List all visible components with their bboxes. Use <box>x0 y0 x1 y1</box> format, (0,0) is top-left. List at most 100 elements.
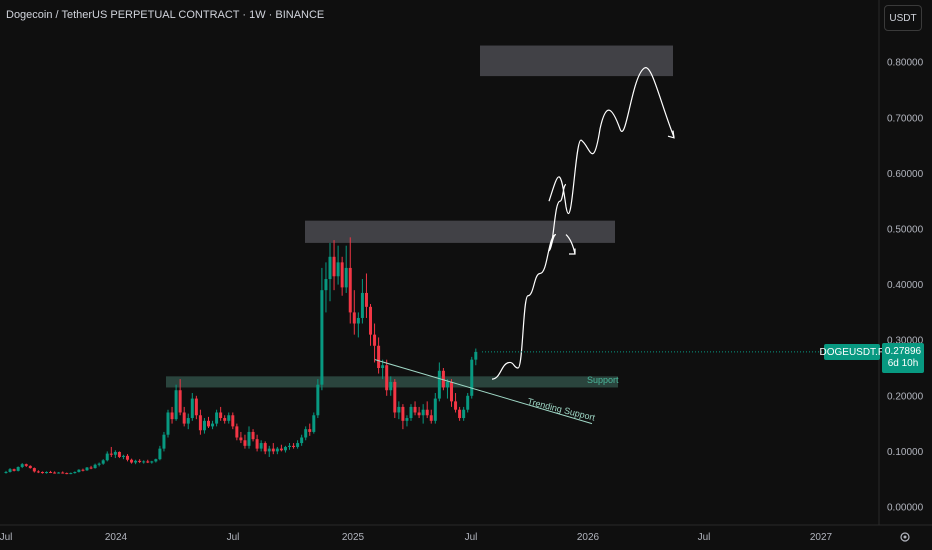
candle-body <box>336 262 340 277</box>
resistance-zone[interactable] <box>480 45 673 77</box>
candle-body <box>417 412 421 416</box>
candle-body <box>425 409 429 416</box>
candle-body <box>20 464 24 467</box>
candle-body <box>158 448 162 460</box>
candle-body <box>401 406 405 421</box>
candle-body <box>121 455 125 457</box>
last-price-value: 0.27896 <box>884 346 922 357</box>
candle-body <box>271 448 275 452</box>
candle-body <box>279 448 283 451</box>
settings-icon[interactable] <box>900 532 910 542</box>
x-tick-label: 2026 <box>577 532 600 543</box>
candle-body <box>12 469 16 471</box>
y-tick-label: 0.20000 <box>887 391 924 402</box>
candle-body <box>450 381 453 402</box>
candle-body <box>28 465 32 469</box>
candle-body <box>267 448 271 452</box>
candle-body <box>223 418 227 421</box>
trending-support-line[interactable] <box>374 359 593 425</box>
candle-body <box>154 459 158 462</box>
candle-body <box>247 431 251 446</box>
candle-body <box>328 256 332 280</box>
resistance-zone[interactable] <box>305 220 615 243</box>
candle-body <box>340 262 344 288</box>
candle-body <box>57 472 61 474</box>
y-tick-label: 0.60000 <box>887 169 924 180</box>
candle-body <box>466 395 470 410</box>
y-tick-label: 0.40000 <box>887 280 924 291</box>
candle-body <box>117 451 121 457</box>
candle-body <box>190 398 194 419</box>
candle-body <box>239 437 243 441</box>
candle-body <box>207 420 210 427</box>
candle-body <box>109 453 113 455</box>
candle-body <box>178 390 182 413</box>
candle-body <box>413 406 417 413</box>
candle-body <box>211 423 215 427</box>
x-tick-label: 2024 <box>105 532 128 543</box>
candle-body <box>93 464 97 469</box>
candle-body <box>45 471 48 474</box>
y-tick-label: 0.30000 <box>887 336 924 347</box>
candle-body <box>73 471 77 474</box>
candle-body <box>166 412 170 435</box>
x-tick-label: Jul <box>698 532 711 543</box>
candle-body <box>138 460 142 462</box>
candle-body <box>458 409 462 419</box>
candle-body <box>53 472 57 474</box>
candle-body <box>215 412 219 424</box>
candle-body <box>441 370 445 388</box>
candle-body <box>69 473 73 475</box>
x-axis[interactable]: Jul 2024 Jul 2025 Jul 2026 Jul 2027 <box>0 524 932 543</box>
candle-body <box>332 256 336 277</box>
candle-body <box>348 267 352 313</box>
candle-body <box>433 398 437 421</box>
candle-body <box>194 398 198 416</box>
candle-body <box>405 418 409 421</box>
y-tick-label: 0.80000 <box>887 58 924 69</box>
candle-body <box>470 359 474 396</box>
candle-body <box>251 431 255 440</box>
currency-selector[interactable]: USDT <box>884 5 922 31</box>
candle-body <box>130 459 134 463</box>
candle-body <box>393 381 397 413</box>
y-tick-label: 0.10000 <box>887 447 924 458</box>
candle-body <box>49 471 53 473</box>
candle-body <box>454 401 458 410</box>
candle-body <box>89 467 93 469</box>
candle-body <box>16 466 20 471</box>
candle-body <box>182 412 186 424</box>
candle-body <box>369 306 372 335</box>
candle-body <box>304 429 308 438</box>
x-tick-label: Jul <box>227 532 240 543</box>
y-tick-label: 0.50000 <box>887 225 924 236</box>
y-axis[interactable]: 0.00000 0.10000 0.20000 0.30000 0.40000 0.500… <box>878 0 924 525</box>
candle-body <box>385 365 389 391</box>
candle-body <box>235 426 239 438</box>
candle-body <box>32 468 36 472</box>
candle-body <box>81 469 85 471</box>
x-tick-label: Jul <box>0 532 12 543</box>
candle-body <box>186 418 190 424</box>
candle-body <box>4 471 8 473</box>
candle-body <box>364 292 368 307</box>
candle-body <box>312 415 316 432</box>
projection-path-near[interactable] <box>491 183 567 380</box>
candle-body <box>462 409 466 419</box>
candle-body <box>263 443 267 452</box>
candles <box>4 237 478 475</box>
candle-body <box>150 461 154 463</box>
candle-body <box>275 448 279 452</box>
candle-body <box>101 460 105 464</box>
candle-body <box>316 384 320 416</box>
candle-body <box>231 415 235 427</box>
candle-body <box>429 415 433 421</box>
candle-body <box>65 473 69 475</box>
candle-body <box>259 443 263 449</box>
candle-body <box>421 409 425 416</box>
bar-countdown: 6d 10h <box>887 358 919 369</box>
projection-path-far[interactable] <box>548 67 675 215</box>
candle-body <box>61 472 65 474</box>
